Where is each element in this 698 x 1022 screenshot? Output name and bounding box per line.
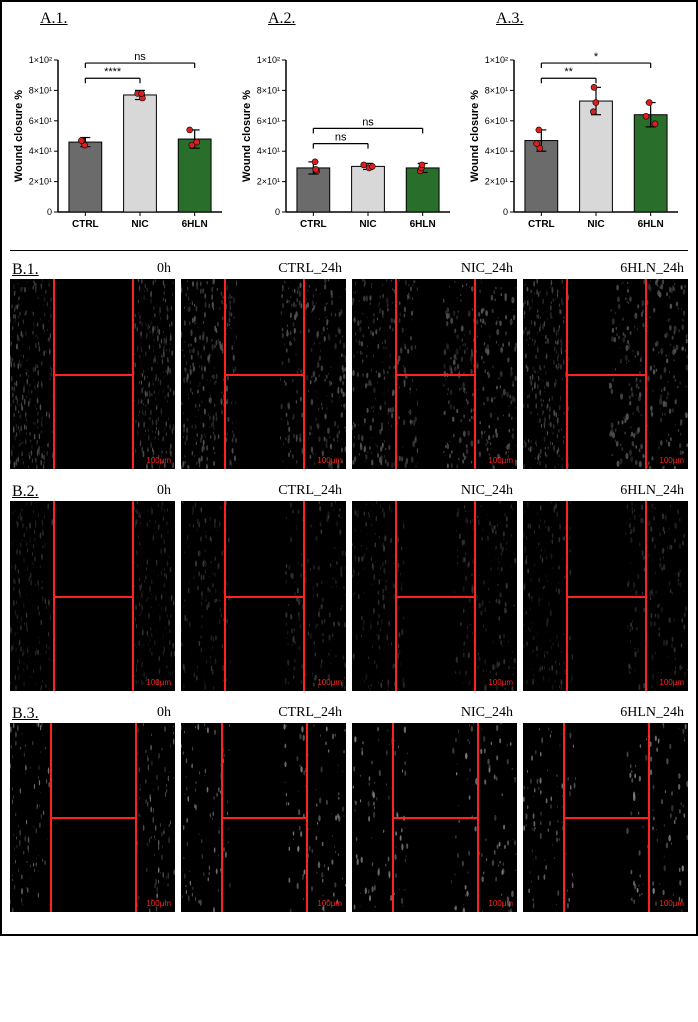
column-label: CTRL_24h <box>181 261 346 277</box>
micrograph-cell: 100µm <box>10 723 175 913</box>
scale-label: 100µm <box>146 678 171 687</box>
svg-text:**: ** <box>564 66 573 78</box>
svg-text:1×10²: 1×10² <box>485 55 508 65</box>
svg-text:CTRL: CTRL <box>300 219 327 230</box>
scale-label: 100µm <box>146 899 171 908</box>
column-label: CTRL_24h <box>181 483 346 499</box>
panel-title: A.1. <box>40 10 232 28</box>
scale-label: 100µm <box>488 456 513 465</box>
micrograph-rows: B.1.0hCTRL_24hNIC_24h6HLN_24h100µm100µm1… <box>10 261 688 912</box>
svg-text:ns: ns <box>134 51 146 63</box>
svg-text:ns: ns <box>362 116 374 128</box>
svg-text:CTRL: CTRL <box>528 219 555 230</box>
micrograph-cell: 100µm <box>352 501 517 691</box>
svg-text:8×10¹: 8×10¹ <box>485 85 508 95</box>
svg-text:6×10¹: 6×10¹ <box>485 116 508 126</box>
column-label: NIC_24h <box>352 483 517 499</box>
micrograph-cell: 100µm <box>523 501 688 691</box>
svg-text:0: 0 <box>503 207 508 217</box>
svg-text:*: * <box>594 51 599 63</box>
svg-text:CTRL: CTRL <box>72 219 99 230</box>
row-title: B.3. <box>12 705 39 723</box>
micrograph-cell: 100µm <box>181 723 346 913</box>
panel-title: A.3. <box>496 10 688 28</box>
svg-text:2×10¹: 2×10¹ <box>29 177 52 187</box>
svg-text:2×10¹: 2×10¹ <box>485 177 508 187</box>
micrograph-cell: 100µm <box>181 279 346 469</box>
svg-text:4×10¹: 4×10¹ <box>485 146 508 156</box>
svg-text:4×10¹: 4×10¹ <box>29 146 52 156</box>
svg-text:0: 0 <box>275 207 280 217</box>
micrograph-cell: 100µm <box>523 279 688 469</box>
svg-text:Wound closure %: Wound closure % <box>13 90 25 182</box>
micrograph-cell: 100µm <box>523 723 688 913</box>
svg-text:6HLN: 6HLN <box>182 219 208 230</box>
svg-text:1×10²: 1×10² <box>29 55 52 65</box>
svg-text:8×10¹: 8×10¹ <box>29 85 52 95</box>
svg-text:4×10¹: 4×10¹ <box>257 146 280 156</box>
column-label: CTRL_24h <box>181 705 346 721</box>
svg-text:2×10¹: 2×10¹ <box>257 177 280 187</box>
column-label: 6HLN_24h <box>523 261 688 277</box>
micrograph-row: B.2.0hCTRL_24hNIC_24h6HLN_24h100µm100µm1… <box>10 483 688 691</box>
row-title: B.2. <box>12 483 39 501</box>
bar-chart-panel: A.2. 0 2×10¹ 4×10¹ 6×10¹ 8×10¹ 1×10² Wound clos… <box>238 10 460 240</box>
micrograph-row: B.3.0hCTRL_24hNIC_24h6HLN_24h100µm100µm1… <box>10 705 688 913</box>
charts-row: A.1. 0 2×10¹ 4×10¹ 6×10¹ 8×10¹ 1×10² Wound clos… <box>10 10 688 240</box>
column-label: NIC_24h <box>352 261 517 277</box>
svg-text:NIC: NIC <box>131 219 148 230</box>
bar-chart-panel: A.1. 0 2×10¹ 4×10¹ 6×10¹ 8×10¹ 1×10² Wound clos… <box>10 10 232 240</box>
svg-text:6×10¹: 6×10¹ <box>257 116 280 126</box>
scale-label: 100µm <box>488 899 513 908</box>
svg-text:NIC: NIC <box>587 219 604 230</box>
scale-label: 100µm <box>146 456 171 465</box>
svg-text:1×10²: 1×10² <box>257 55 280 65</box>
svg-text:6HLN: 6HLN <box>638 219 664 230</box>
micrograph-cell: 100µm <box>181 501 346 691</box>
micrograph-cell: 100µm <box>352 279 517 469</box>
column-label: NIC_24h <box>352 705 517 721</box>
svg-text:****: **** <box>104 66 122 78</box>
svg-text:Wound closure %: Wound closure % <box>241 90 253 182</box>
svg-text:6HLN: 6HLN <box>410 219 436 230</box>
column-label: 6HLN_24h <box>523 705 688 721</box>
svg-text:8×10¹: 8×10¹ <box>257 85 280 95</box>
column-label: 6HLN_24h <box>523 483 688 499</box>
scale-label: 100µm <box>317 678 342 687</box>
scale-label: 100µm <box>317 456 342 465</box>
svg-text:ns: ns <box>335 132 347 144</box>
scale-label: 100µm <box>659 456 684 465</box>
micrograph-cell: 100µm <box>352 723 517 913</box>
scale-label: 100µm <box>659 899 684 908</box>
micrograph-cell: 100µm <box>10 501 175 691</box>
micrograph-cell: 100µm <box>10 279 175 469</box>
panel-title: A.2. <box>268 10 460 28</box>
scale-label: 100µm <box>488 678 513 687</box>
svg-text:0: 0 <box>47 207 52 217</box>
svg-text:NIC: NIC <box>359 219 376 230</box>
row-title: B.1. <box>12 261 39 279</box>
scale-label: 100µm <box>317 899 342 908</box>
svg-text:Wound closure %: Wound closure % <box>469 90 481 182</box>
figure-container: A.1. 0 2×10¹ 4×10¹ 6×10¹ 8×10¹ 1×10² Wound clos… <box>0 0 698 936</box>
scale-label: 100µm <box>659 678 684 687</box>
svg-text:6×10¹: 6×10¹ <box>29 116 52 126</box>
section-divider <box>10 250 688 251</box>
bar-chart-panel: A.3. 0 2×10¹ 4×10¹ 6×10¹ 8×10¹ 1×10² Wound clos… <box>466 10 688 240</box>
micrograph-row: B.1.0hCTRL_24hNIC_24h6HLN_24h100µm100µm1… <box>10 261 688 469</box>
